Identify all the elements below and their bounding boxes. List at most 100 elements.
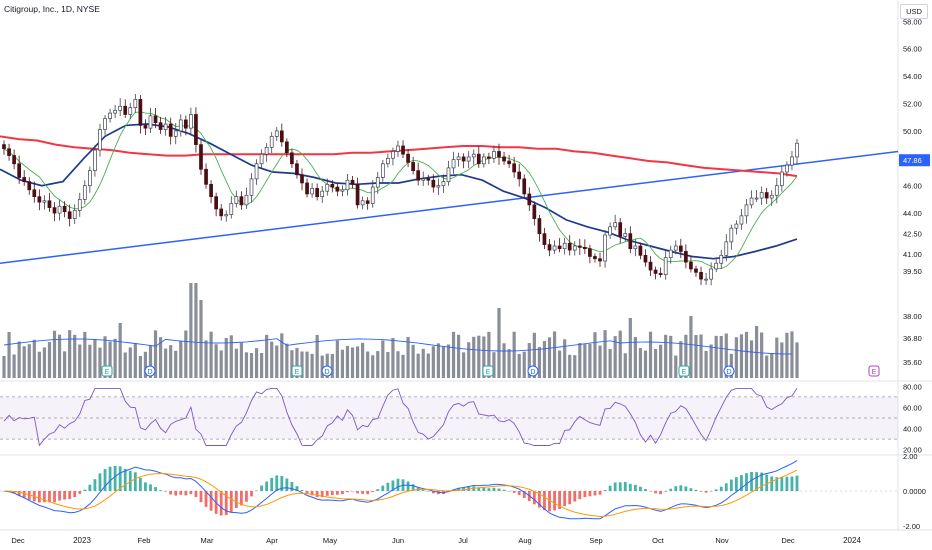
macd-hist-bar [543, 491, 546, 511]
candle [290, 148, 294, 169]
macd-hist-bar [517, 491, 521, 495]
macd-hist-bar [37, 491, 41, 503]
macd-hist-bar [239, 491, 243, 506]
volume-bar [669, 335, 673, 378]
candle [734, 220, 739, 235]
macd-hist-bar [209, 491, 213, 511]
price-tick-label: 50.00 [903, 127, 922, 136]
volume-bar [63, 351, 67, 378]
volume-bar [684, 334, 688, 378]
event-marker: E [101, 365, 113, 377]
candle [714, 258, 719, 273]
candle [82, 180, 87, 205]
x-tick-label: 2024 [843, 536, 861, 545]
candle [603, 230, 607, 268]
volume-bar [689, 316, 693, 378]
macd-hist-bar [391, 480, 395, 491]
candle [557, 238, 562, 253]
macd-hist-bar [426, 491, 430, 492]
event-marker-label: D [530, 369, 535, 376]
macd-hist-bar [78, 491, 82, 494]
price-tick: 39.50 [903, 267, 922, 276]
volume-bar [52, 330, 57, 378]
macd-hist-bar [795, 475, 799, 491]
macd-hist-bar [118, 466, 122, 491]
price-tick-label: 46.00 [903, 182, 922, 191]
volume-bar [552, 331, 557, 378]
macd-hist-bar [639, 486, 642, 491]
volume-bar [169, 345, 173, 378]
volume-bar [785, 332, 789, 378]
macd-hist-bar [654, 491, 657, 494]
macd-hist-bar [310, 491, 314, 496]
currency-button[interactable]: USD [900, 4, 928, 19]
candle [103, 115, 107, 135]
candle [98, 123, 102, 157]
macd-hist-bar [108, 466, 112, 491]
macd-hist-bar [53, 491, 56, 503]
macd-hist-bar [159, 490, 162, 491]
candle [552, 240, 557, 254]
volume-bar [653, 348, 658, 378]
candle [72, 204, 77, 225]
volume-bar [355, 346, 360, 378]
price-tick-label: 39.50 [903, 267, 922, 276]
event-marker: D [321, 365, 333, 377]
candle [88, 166, 92, 193]
candle [456, 152, 461, 167]
volume-bar [436, 343, 440, 378]
candle [2, 140, 6, 155]
last-price-badge [899, 154, 930, 167]
macd-hist-bar [275, 475, 279, 491]
macd-hist-bar [144, 482, 147, 491]
event-marker: D [527, 365, 539, 377]
volume-bar [704, 350, 708, 378]
volume-bar [628, 318, 632, 378]
candle [774, 177, 779, 204]
volume-bar [583, 344, 587, 378]
macd-hist-bar [633, 484, 637, 491]
volume-bar [295, 347, 299, 378]
candle [608, 222, 612, 239]
candle [370, 180, 375, 208]
macd-hist-bar [512, 491, 516, 493]
volume-bar [2, 356, 6, 378]
macd-hist-bar [457, 487, 460, 491]
event-marker: D [144, 365, 156, 377]
candle [274, 127, 279, 141]
rsi-band [0, 396, 898, 440]
volume-bar [578, 343, 582, 378]
volume-bar [623, 353, 627, 378]
candle [17, 155, 22, 184]
macd-hist-bar [492, 487, 496, 491]
candle [22, 170, 27, 186]
volume-bar [588, 343, 592, 378]
candle [12, 149, 16, 170]
macd-hist-bar [265, 481, 269, 491]
macd-hist-bar [694, 489, 698, 491]
volume-bar [330, 353, 334, 378]
candle [143, 119, 148, 136]
volume-bar [734, 337, 738, 378]
candle [764, 187, 769, 204]
candle [492, 145, 496, 163]
rsi-tick-label: 40.00 [903, 425, 922, 434]
macd-hist-bar [88, 484, 92, 491]
volume-bar [522, 351, 526, 378]
x-tick-label: Apr [266, 536, 278, 545]
volume-bar [406, 336, 410, 378]
volume-bar [366, 351, 370, 378]
price-tick-label: 38.00 [903, 312, 922, 321]
volume-bar [608, 349, 612, 378]
volume-bar [542, 341, 547, 378]
macd-hist-bar [133, 472, 137, 491]
candle [421, 171, 426, 186]
volume-bar [259, 352, 264, 378]
candle [719, 249, 724, 269]
volume-bar [138, 355, 142, 378]
candle [42, 195, 47, 210]
macd-hist-bar [603, 490, 607, 491]
volume-bar [37, 351, 41, 378]
x-tick-label: Nov [715, 536, 729, 545]
candle [350, 176, 355, 189]
